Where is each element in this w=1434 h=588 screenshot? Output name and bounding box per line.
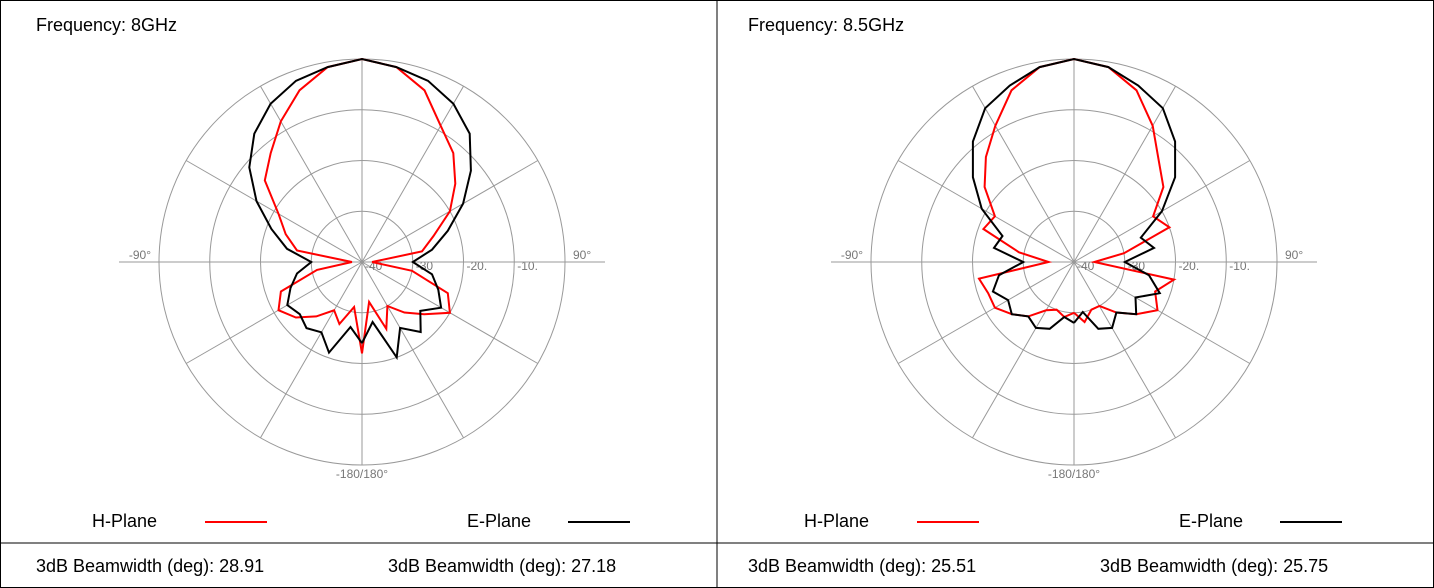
r-tick-label: -20. xyxy=(467,259,488,273)
pattern-line xyxy=(971,57,1177,330)
beamwidth: 3dB Beamwidth (deg): 25.51 xyxy=(748,556,976,576)
theta-label: 90° xyxy=(1285,248,1303,262)
legend-label: H-Plane xyxy=(92,511,157,531)
legend-label: E-Plane xyxy=(1179,511,1243,531)
legend-label: H-Plane xyxy=(804,511,869,531)
theta-label: -180/180° xyxy=(336,467,388,481)
beamwidth: 3dB Beamwidth (deg): 25.75 xyxy=(1100,556,1328,576)
r-tick-label: -40 xyxy=(1077,259,1095,273)
theta-label: -90° xyxy=(841,248,863,262)
beamwidth: 3dB Beamwidth (deg): 28.91 xyxy=(36,556,264,576)
r-tick-label: -20. xyxy=(1179,259,1200,273)
theta-label: -180/180° xyxy=(1048,467,1100,481)
beamwidth: 3dB Beamwidth (deg): 27.18 xyxy=(388,556,616,576)
chart-title: Frequency: 8.5GHz xyxy=(748,15,904,35)
chart-title: Frequency: 8GHz xyxy=(36,15,177,35)
theta-label: 90° xyxy=(573,248,591,262)
pattern-line xyxy=(248,57,472,361)
r-tick-label: -30 xyxy=(416,259,434,273)
legend-label: E-Plane xyxy=(467,511,531,531)
r-tick-label: -10. xyxy=(1229,259,1250,273)
theta-label: -90° xyxy=(129,248,151,262)
r-tick-label: -10. xyxy=(517,259,538,273)
